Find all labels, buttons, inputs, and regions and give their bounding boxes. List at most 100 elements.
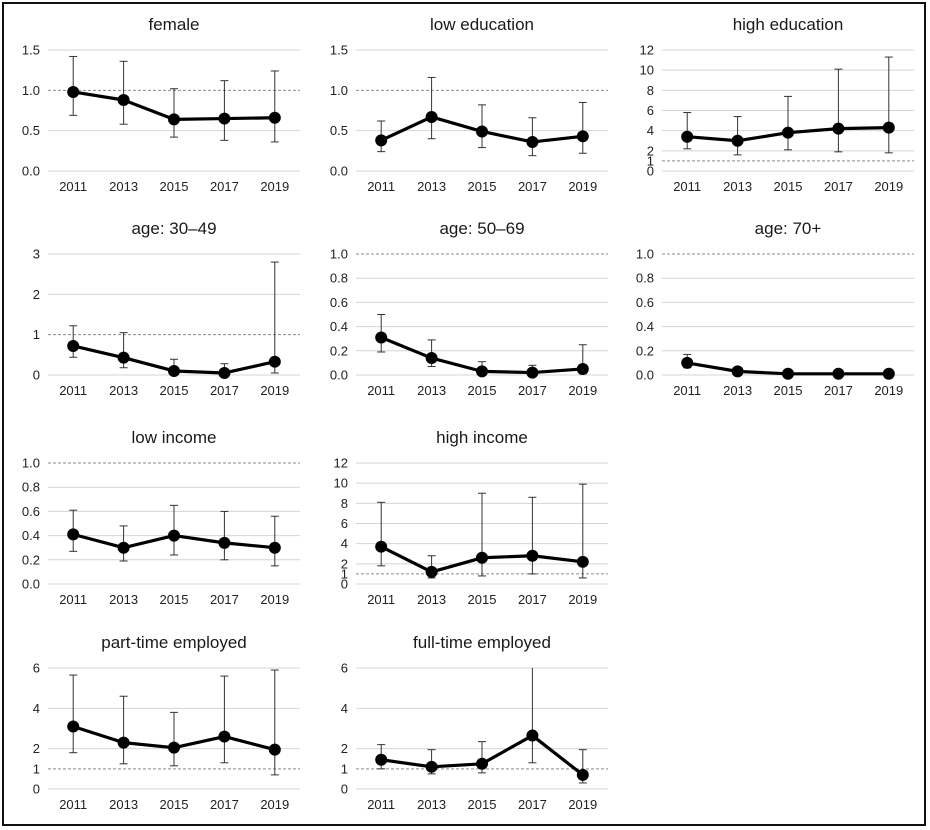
x-tick-label: 2013 [723,179,752,194]
y-tick-label: 1 [33,327,40,342]
y-tick-label: 2 [647,143,654,158]
y-tick-label: 1.0 [330,247,348,262]
x-tick-label: 2011 [367,592,395,607]
y-tick-label: 4 [341,536,348,551]
chart-title: age: 30–49 [131,219,216,238]
y-tick-label: 0.2 [636,343,654,358]
y-tick-label: 1.5 [330,43,348,58]
data-point [425,110,438,123]
data-point [268,743,281,756]
x-tick-label: 2011 [673,383,701,398]
x-tick-label: 2015 [160,592,189,607]
data-point [782,126,794,139]
x-tick-label: 2019 [260,797,289,812]
y-tick-label: 1 [341,761,348,776]
y-tick-label: 2 [33,287,40,302]
y-tick-label: 0.6 [22,504,40,519]
y-tick-label: 2 [341,556,348,571]
data-point [117,94,130,107]
data-point [168,364,180,377]
x-tick-label: 2011 [59,797,87,812]
y-tick-label: 0.6 [330,295,348,310]
data-point [117,736,130,749]
data-point [268,111,281,124]
y-tick-label: 1 [647,153,654,168]
data-point [67,339,80,352]
data-point [681,356,694,369]
data-point [526,135,539,148]
x-tick-label: 2019 [260,592,289,607]
y-tick-label: 10 [334,476,348,491]
y-tick-label: 1 [33,761,40,776]
x-tick-label: 2013 [417,383,446,398]
y-tick-label: 0.4 [22,528,40,543]
x-tick-label: 2011 [367,179,395,194]
data-point [425,352,438,365]
chart-title: age: 70+ [755,219,822,238]
data-point [476,365,488,378]
y-tick-label: 0.2 [22,552,40,567]
x-tick-label: 2015 [468,797,497,812]
x-tick-label: 2011 [367,383,395,398]
y-tick-label: 8 [341,496,348,511]
chart-title: part-time employed [101,633,247,652]
x-tick-label: 2013 [109,592,138,607]
x-tick-label: 2019 [874,383,903,398]
x-tick-label: 2011 [59,592,87,607]
y-tick-label: 0.8 [22,480,40,495]
chart-low-education: low education 0.0 0.5 1.0 1.5 2011 2013 2015 201… [330,15,608,194]
data-point [526,549,539,562]
data-point [526,729,539,742]
x-tick-label: 2011 [59,383,87,398]
x-tick-label: 2013 [109,383,138,398]
x-tick-label: 2015 [160,383,189,398]
chart-title: female [148,15,199,34]
y-tick-label: 0 [341,577,348,592]
x-tick-label: 2015 [468,383,497,398]
y-tick-label: 6 [647,103,654,118]
data-point [832,367,845,380]
data-point [168,113,180,126]
x-tick-label: 2017 [518,592,547,607]
x-tick-label: 2019 [568,179,597,194]
x-tick-label: 2017 [210,592,239,607]
x-tick-label: 2019 [568,592,597,607]
data-point [375,540,388,553]
x-tick-label: 2019 [874,179,903,194]
x-tick-label: 2017 [210,797,239,812]
x-tick-label: 2015 [160,179,189,194]
x-tick-label: 2015 [774,383,803,398]
data-point [576,555,589,568]
chart-title: low income [131,428,216,447]
y-tick-label: 0.2 [330,343,348,358]
data-point [476,125,488,138]
y-tick-label: 4 [33,701,40,716]
chart-title: high education [733,15,844,34]
x-tick-label: 2013 [417,179,446,194]
x-tick-label: 2011 [59,179,87,194]
data-point [117,541,130,554]
y-tick-label: 1.0 [22,456,40,471]
chart-female: female 0.0 0.5 1.0 1.5 2011 2013 2015 2017 2019 [22,15,300,194]
data-point [67,528,80,541]
y-tick-label: 0.5 [22,123,40,138]
x-tick-label: 2017 [518,383,547,398]
data-point [576,768,589,781]
y-tick-label: 2 [341,741,348,756]
y-tick-label: 0 [33,368,40,383]
data-point [882,121,895,134]
x-tick-label: 2019 [568,383,597,398]
data-point [268,541,281,554]
data-point [168,741,180,754]
y-tick-label: 1.5 [22,43,40,58]
x-tick-label: 2019 [568,797,597,812]
data-point [832,122,845,135]
y-tick-label: 10 [640,63,654,78]
data-point [576,130,589,143]
chart-full-time-employed: full-time employed 0 1 2 4 6 2011 2013 2015 2017 2… [341,633,608,812]
x-tick-label: 2017 [824,179,853,194]
y-tick-label: 0.5 [330,123,348,138]
data-point [268,355,281,368]
